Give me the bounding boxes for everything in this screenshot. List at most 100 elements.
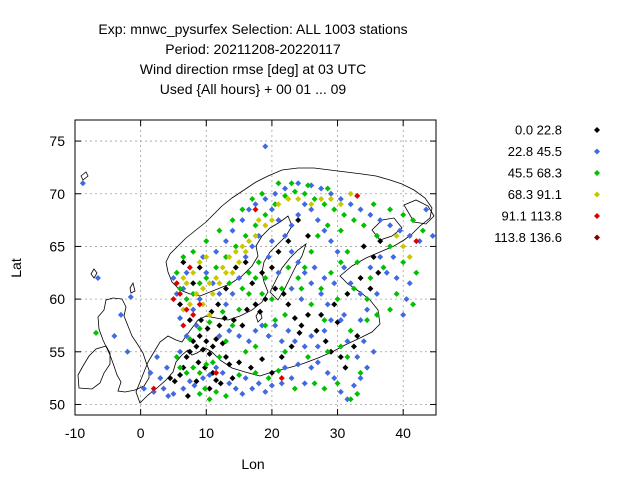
data-point (272, 285, 279, 292)
data-point (354, 332, 361, 339)
data-point (193, 322, 200, 329)
data-point (262, 143, 269, 150)
data-point (342, 364, 349, 371)
data-point (282, 232, 289, 239)
data-point (301, 264, 308, 271)
data-point (278, 380, 285, 387)
data-point (236, 275, 243, 282)
data-point (236, 371, 243, 378)
data-point (314, 343, 321, 350)
legend-entry: 91.1 113.8 (502, 209, 600, 224)
data-point (252, 232, 259, 239)
data-point (252, 275, 259, 282)
data-point (242, 232, 249, 239)
data-point (177, 285, 184, 292)
data-point (331, 301, 338, 308)
data-point (305, 232, 312, 239)
data-point (327, 196, 334, 203)
data-point (177, 371, 184, 378)
data-point (278, 354, 285, 361)
data-point (410, 217, 417, 224)
data-point (393, 275, 400, 282)
data-point (245, 206, 252, 213)
coastline-kola (403, 199, 435, 225)
data-point (318, 311, 325, 318)
data-point (327, 190, 334, 197)
data-point (314, 217, 321, 224)
data-point (347, 280, 354, 287)
data-point (350, 285, 357, 292)
data-point (364, 364, 371, 371)
data-point (180, 259, 187, 266)
data-point (354, 390, 361, 397)
data-point (196, 296, 203, 303)
data-point (230, 317, 237, 324)
data-point (324, 348, 331, 355)
data-point (298, 322, 305, 329)
data-point (341, 264, 348, 271)
data-point (370, 201, 377, 208)
x-tick-label: 10 (198, 425, 214, 441)
data-point (255, 232, 262, 239)
data-point (213, 364, 220, 371)
data-point (321, 275, 328, 282)
data-point (327, 238, 334, 245)
y-axis-ticks: 50 55 60 65 70 75 (49, 133, 436, 412)
data-point (314, 359, 321, 366)
x-tick-label: -10 (65, 425, 85, 441)
data-point (79, 180, 86, 187)
data-point (396, 227, 403, 234)
data-point (232, 264, 239, 271)
data-point (183, 369, 190, 376)
data-point (291, 315, 298, 322)
data-point (262, 211, 269, 218)
data-point (157, 375, 164, 382)
data-point (203, 238, 210, 245)
data-point (373, 311, 380, 318)
data-point (160, 385, 167, 392)
title-line: Exp: mnwc_pysurfex Selection: ALL 1003 s… (98, 21, 407, 37)
series-3 (180, 190, 413, 318)
data-point (278, 375, 285, 382)
x-tick-label: 40 (395, 425, 411, 441)
data-point (383, 269, 390, 276)
data-point (226, 253, 233, 260)
data-point (321, 227, 328, 234)
series-2 (93, 180, 426, 403)
data-point (229, 217, 236, 224)
data-point (150, 388, 157, 395)
data-point (282, 192, 289, 199)
data-point (216, 227, 223, 234)
data-point (357, 290, 364, 297)
data-point (222, 301, 229, 308)
legend-marker (594, 191, 600, 198)
data-point (321, 385, 328, 392)
data-point (221, 315, 228, 322)
data-point (327, 348, 334, 355)
data-point (229, 269, 236, 276)
data-point (262, 296, 269, 303)
data-point (173, 280, 180, 287)
data-point (147, 369, 154, 376)
data-point (291, 188, 298, 195)
data-point (239, 217, 246, 224)
data-point (215, 301, 222, 308)
data-point (387, 222, 394, 229)
data-point (150, 385, 157, 392)
data-point (229, 375, 236, 382)
data-point (196, 390, 203, 397)
data-point (295, 217, 302, 224)
data-point (259, 356, 266, 363)
data-point (337, 196, 344, 203)
data-point (344, 338, 351, 345)
data-point (183, 269, 190, 276)
data-point (245, 269, 252, 276)
data-point (252, 369, 259, 376)
data-point (242, 348, 249, 355)
data-point (295, 196, 302, 203)
data-point (370, 253, 377, 260)
data-point (275, 269, 282, 276)
data-point (196, 325, 203, 332)
data-point (275, 201, 282, 208)
data-point (170, 275, 177, 282)
